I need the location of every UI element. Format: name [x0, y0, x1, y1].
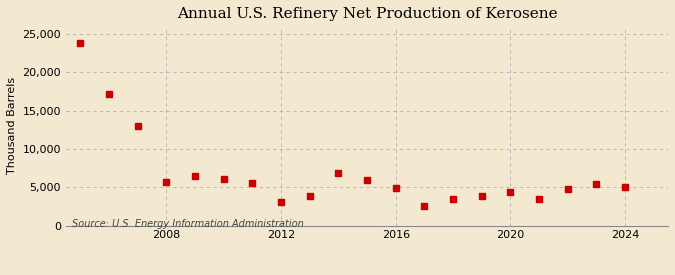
Text: Source: U.S. Energy Information Administration: Source: U.S. Energy Information Administ… [72, 219, 304, 229]
Point [390, 186, 401, 190]
Point [103, 92, 114, 97]
Point [448, 197, 458, 202]
Point [505, 189, 516, 194]
Point [591, 182, 602, 186]
Point [620, 185, 630, 189]
Point [132, 124, 143, 128]
Point [190, 174, 200, 178]
Point [362, 178, 373, 183]
Point [304, 193, 315, 198]
Title: Annual U.S. Refinery Net Production of Kerosene: Annual U.S. Refinery Net Production of K… [177, 7, 558, 21]
Point [247, 181, 258, 186]
Point [161, 180, 171, 184]
Point [333, 170, 344, 175]
Point [218, 177, 229, 181]
Y-axis label: Thousand Barrels: Thousand Barrels [7, 77, 17, 174]
Point [562, 186, 573, 191]
Point [534, 197, 545, 202]
Point [75, 41, 86, 45]
Point [477, 194, 487, 199]
Point [275, 200, 286, 204]
Point [419, 204, 430, 208]
